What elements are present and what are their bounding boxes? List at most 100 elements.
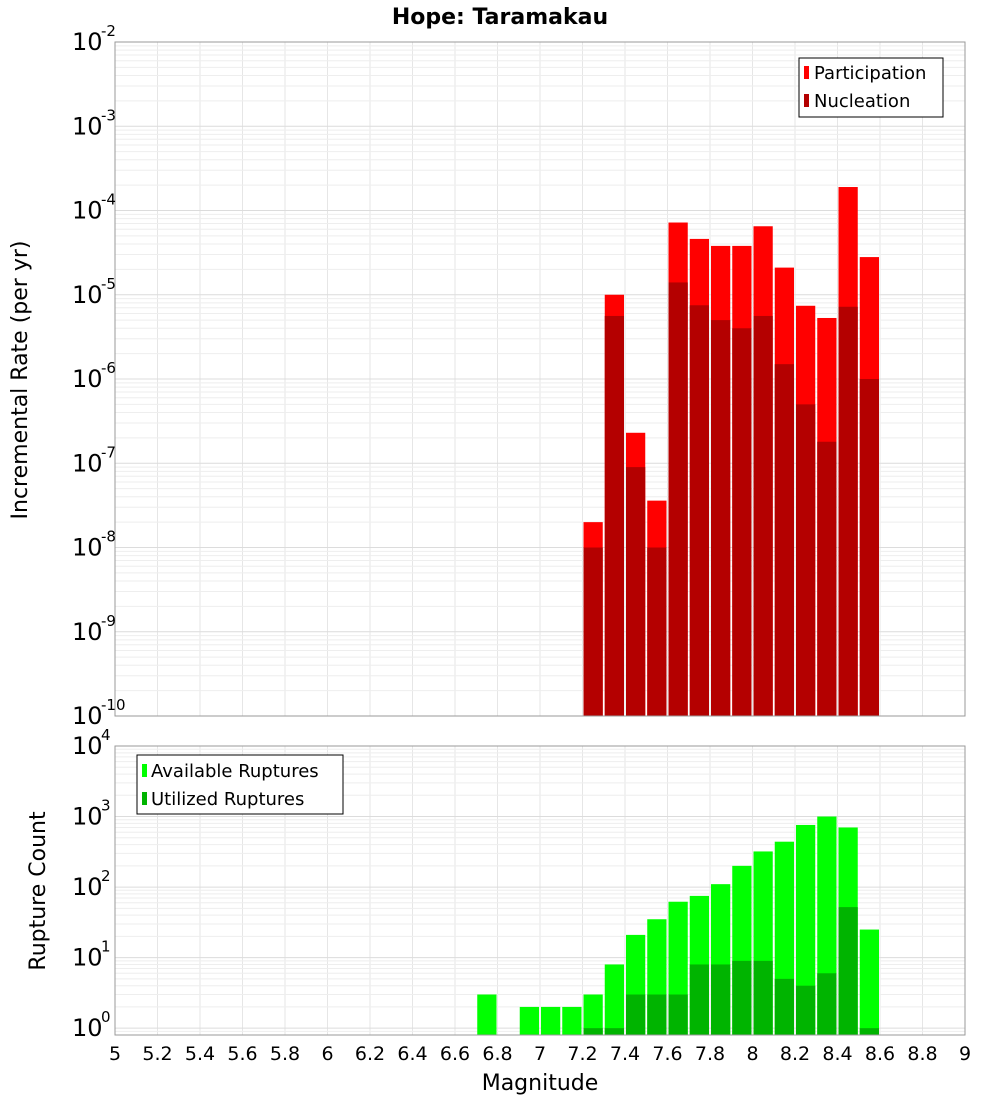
nucleation-bar — [689, 305, 709, 716]
y-tick-exponent: 3 — [101, 797, 111, 815]
y-tick-label: 10 — [72, 197, 103, 225]
y-tick-exponent: -3 — [101, 106, 116, 124]
top-legend-box — [798, 57, 944, 118]
y-tick-exponent: 0 — [101, 1008, 111, 1026]
legend-utilized-swatch — [142, 792, 147, 805]
x-tick-label: 7.8 — [695, 1043, 725, 1065]
nucleation-bar — [774, 364, 794, 716]
y-tick-label: 10 — [72, 281, 103, 309]
top-legend: Participation Nucleation — [798, 57, 944, 118]
x-tick-label: 8 — [746, 1043, 758, 1065]
y-tick-label: 10 — [72, 702, 103, 730]
utilized-ruptures-bar — [817, 973, 837, 1035]
utilized-ruptures-bar — [796, 985, 816, 1035]
bottom-legend: Available Ruptures Utilized Ruptures — [136, 754, 344, 815]
x-tick-label: 7.2 — [567, 1043, 597, 1065]
x-tick-label: 5.2 — [142, 1043, 172, 1065]
nucleation-bar — [647, 547, 667, 716]
x-tick-label: 6.4 — [397, 1043, 427, 1065]
x-tick-label: 6.8 — [482, 1043, 512, 1065]
x-tick-label: 8.8 — [907, 1043, 937, 1065]
utilized-ruptures-bar — [604, 1028, 624, 1035]
x-tick-label: 8.2 — [780, 1043, 810, 1065]
available-ruptures-bar — [859, 929, 879, 1035]
x-tick-label: 7.6 — [652, 1043, 682, 1065]
y-tick-exponent: -2 — [101, 22, 116, 40]
available-ruptures-bar — [541, 1006, 561, 1035]
available-ruptures-bar — [519, 1006, 539, 1035]
utilized-ruptures-bar — [647, 994, 667, 1035]
x-tick-label: 8.4 — [822, 1043, 852, 1065]
y-tick-exponent: -5 — [101, 275, 116, 293]
y-tick-label: 10 — [72, 873, 103, 901]
x-tick-label: 5.4 — [185, 1043, 215, 1065]
y-tick-label: 10 — [72, 365, 103, 393]
y-tick-label: 10 — [72, 1014, 103, 1042]
nucleation-bar — [668, 282, 688, 716]
legend-nucleation-swatch — [804, 94, 809, 107]
available-ruptures-bar — [604, 964, 624, 1035]
utilized-ruptures-bar — [838, 907, 858, 1035]
x-tick-label: 6.6 — [440, 1043, 470, 1065]
legend-available-label: Available Ruptures — [151, 761, 319, 782]
chart-title: Hope: Taramakau — [392, 5, 608, 30]
top-plot-gridlines — [115, 42, 965, 717]
y-tick-label: 10 — [72, 534, 103, 562]
y-tick-exponent: -8 — [101, 528, 116, 546]
legend-participation-label: Participation — [814, 63, 926, 84]
legend-participation-swatch — [804, 66, 809, 79]
legend-available-swatch — [142, 764, 147, 777]
y-tick-label: 10 — [72, 944, 103, 972]
y-tick-label: 10 — [72, 732, 103, 760]
available-ruptures-bar — [796, 824, 816, 1035]
utilized-ruptures-bar — [689, 964, 709, 1035]
y-tick-exponent: -9 — [101, 612, 116, 630]
bottom-y-axis-label: Rupture Count — [26, 811, 51, 971]
y-tick-exponent: -10 — [101, 696, 126, 714]
y-tick-label: 10 — [72, 28, 103, 56]
y-tick-label: 10 — [72, 112, 103, 140]
y-tick-label: 10 — [72, 449, 103, 477]
nucleation-bar — [583, 547, 603, 716]
nucleation-bar — [711, 320, 731, 716]
available-ruptures-bar — [562, 1006, 582, 1035]
utilized-ruptures-bar — [626, 994, 646, 1035]
top-y-axis-label: Incremental Rate (per yr) — [8, 241, 33, 520]
y-tick-exponent: -4 — [101, 191, 116, 209]
bottom-plot-frame — [114, 745, 966, 1036]
x-tick-label: 6.2 — [355, 1043, 385, 1065]
x-tick-label: 5.8 — [270, 1043, 300, 1065]
nucleation-bar — [732, 328, 752, 716]
x-tick-labels: 5 5.2 5.4 5.6 5.8 6 6.2 6.4 6.6 6.8 7 7.2 7.4 7.6 7.8 8… — [109, 1043, 971, 1065]
y-tick-exponent: -6 — [101, 359, 116, 377]
available-ruptures-bar — [583, 994, 603, 1035]
x-tick-label: 8.6 — [865, 1043, 895, 1065]
top-plot-frame — [114, 41, 966, 717]
nucleation-bar — [753, 315, 773, 716]
bottom-plot-bars — [477, 816, 879, 1035]
nucleation-bar — [604, 315, 624, 716]
nucleation-bar — [859, 379, 879, 716]
bottom-legend-box — [136, 754, 344, 815]
utilized-ruptures-bar — [711, 964, 731, 1035]
y-tick-exponent: 4 — [101, 726, 111, 744]
utilized-ruptures-bar — [859, 1028, 879, 1035]
y-tick-label: 10 — [72, 803, 103, 831]
nucleation-bar — [626, 467, 646, 716]
nucleation-bar — [817, 441, 837, 716]
legend-utilized-label: Utilized Ruptures — [151, 789, 304, 810]
top-plot-bars — [583, 187, 879, 717]
y-tick-exponent: 2 — [101, 867, 111, 885]
x-tick-label: 5.6 — [227, 1043, 257, 1065]
utilized-ruptures-bar — [753, 960, 773, 1035]
utilized-ruptures-bar — [583, 1028, 603, 1035]
nucleation-bar — [796, 404, 816, 716]
utilized-ruptures-bar — [774, 978, 794, 1035]
y-tick-exponent: 1 — [101, 938, 111, 956]
x-tick-label: 5 — [109, 1043, 121, 1065]
x-axis-label: Magnitude — [482, 1071, 599, 1096]
y-tick-label: 10 — [72, 618, 103, 646]
